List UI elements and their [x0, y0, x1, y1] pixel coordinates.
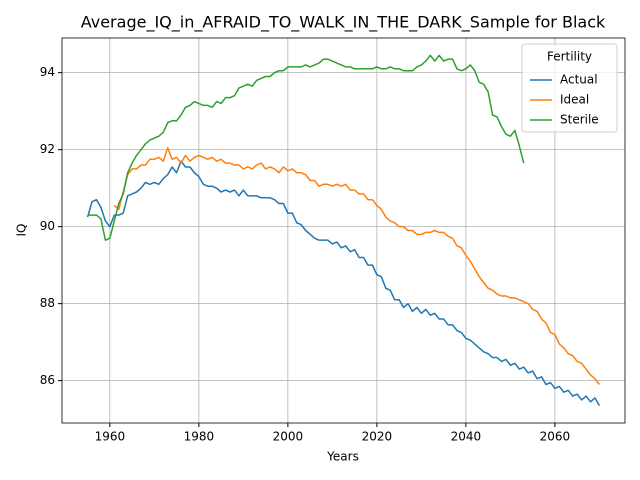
x-tick-label: 2020	[362, 430, 393, 444]
line	[86, 160, 601, 407]
legend-label: Ideal	[560, 93, 589, 107]
y-tick-label: 90	[40, 219, 55, 233]
x-tick-label: 2000	[273, 430, 304, 444]
y-tick-label: 92	[40, 142, 55, 156]
legend-label: Sterile	[560, 113, 599, 127]
x-tick-label: 1980	[184, 430, 215, 444]
chart-title: Average_IQ_in_AFRAID_TO_WALK_IN_THE_DARK…	[81, 13, 606, 33]
y-tick-label: 86	[40, 373, 55, 387]
axes-frame	[61, 37, 626, 424]
legend-label: Actual	[560, 73, 598, 87]
legend-box	[521, 43, 618, 133]
x-tick-label: 1960	[95, 430, 126, 444]
legend-title: Fertility	[547, 50, 592, 64]
line	[87, 54, 525, 241]
y-tick-label: 88	[40, 296, 55, 310]
x-tick-label: 2060	[540, 430, 571, 444]
line	[113, 146, 601, 385]
y-tick-label: 94	[40, 65, 55, 79]
x-axis-label: Years	[326, 450, 359, 464]
y-axis-label: IQ	[15, 224, 29, 237]
x-tick-label: 2040	[451, 430, 482, 444]
